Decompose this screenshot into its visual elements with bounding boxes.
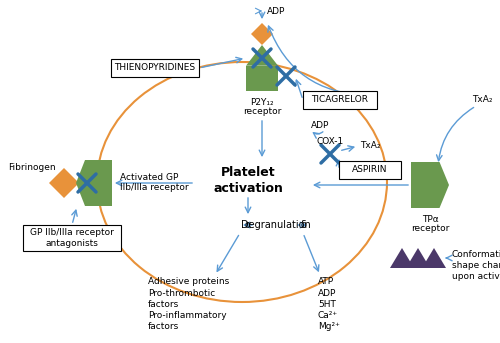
- Text: P2Y₁₂: P2Y₁₂: [250, 98, 274, 107]
- Text: Platelet
activation: Platelet activation: [213, 166, 283, 194]
- Text: shape change: shape change: [452, 261, 500, 270]
- Text: ADP: ADP: [318, 289, 336, 298]
- Text: Ca²⁺: Ca²⁺: [318, 311, 338, 320]
- Text: Pro-inflammatory: Pro-inflammatory: [148, 311, 226, 320]
- Polygon shape: [422, 248, 446, 268]
- Text: Conformational: Conformational: [452, 250, 500, 259]
- FancyBboxPatch shape: [303, 91, 377, 109]
- Text: Degranulation: Degranulation: [241, 220, 311, 230]
- Text: factors: factors: [148, 322, 179, 331]
- FancyBboxPatch shape: [111, 59, 199, 77]
- Text: upon activation: upon activation: [452, 272, 500, 281]
- Text: TPα: TPα: [422, 215, 438, 224]
- Text: Pro-thrombotic: Pro-thrombotic: [148, 289, 215, 298]
- Polygon shape: [251, 23, 273, 45]
- Text: δ: δ: [300, 220, 306, 230]
- Polygon shape: [246, 66, 278, 91]
- Text: Activated GP: Activated GP: [120, 173, 178, 181]
- Text: TxA₂: TxA₂: [360, 142, 380, 151]
- FancyBboxPatch shape: [23, 225, 121, 251]
- Polygon shape: [246, 45, 278, 66]
- Text: receptor: receptor: [411, 224, 449, 233]
- Text: TxA₂: TxA₂: [472, 95, 492, 105]
- Polygon shape: [411, 162, 449, 208]
- Text: 5HT: 5HT: [318, 300, 336, 309]
- Text: ASPIRIN: ASPIRIN: [352, 166, 388, 175]
- Text: Mg²⁺: Mg²⁺: [318, 322, 340, 331]
- Text: IIb/IIIa receptor: IIb/IIIa receptor: [120, 184, 188, 192]
- Text: ADP: ADP: [267, 7, 285, 15]
- Polygon shape: [49, 168, 79, 198]
- Text: THIENOPYRIDINES: THIENOPYRIDINES: [114, 63, 196, 72]
- Text: α: α: [245, 220, 251, 230]
- Polygon shape: [76, 160, 112, 206]
- Polygon shape: [406, 248, 430, 268]
- Text: GP IIb/IIIa receptor
antagonists: GP IIb/IIIa receptor antagonists: [30, 228, 114, 248]
- Text: factors: factors: [148, 300, 179, 309]
- Text: ATP: ATP: [318, 277, 334, 286]
- FancyBboxPatch shape: [339, 161, 401, 179]
- Polygon shape: [390, 248, 414, 268]
- Text: receptor: receptor: [243, 107, 281, 116]
- Text: ADP: ADP: [311, 121, 329, 130]
- Text: Adhesive proteins: Adhesive proteins: [148, 277, 229, 286]
- Text: COX-1: COX-1: [316, 138, 344, 146]
- Text: Fibrinogen: Fibrinogen: [8, 164, 56, 173]
- Text: TICAGRELOR: TICAGRELOR: [312, 95, 368, 105]
